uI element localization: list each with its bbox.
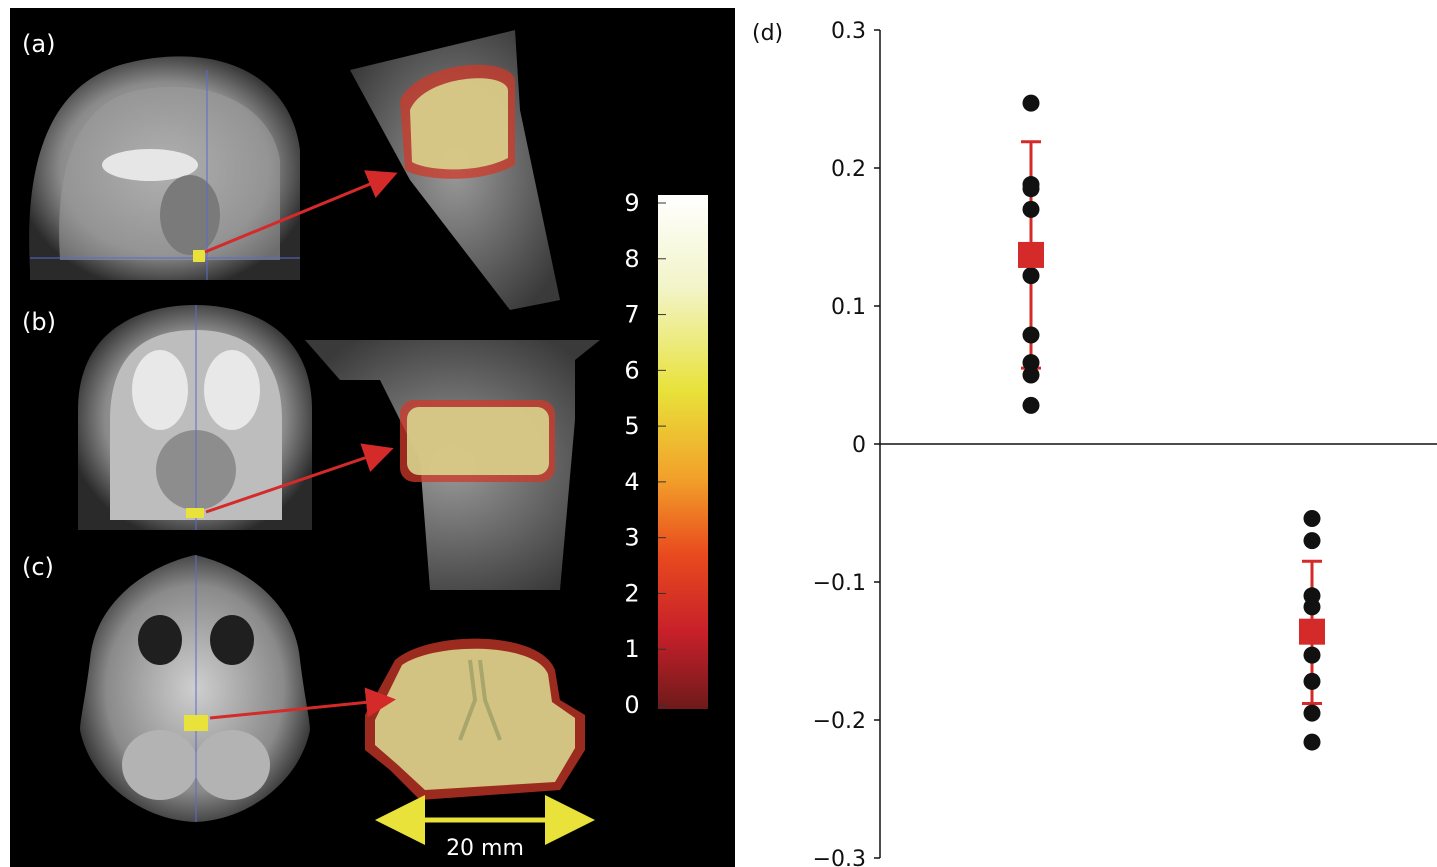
panel-c-axial-image	[80, 555, 310, 822]
y-tick-label: 0	[852, 433, 866, 458]
colorbar-tick-label: 0	[624, 691, 639, 719]
data-point	[1303, 532, 1321, 550]
data-point	[1022, 366, 1040, 384]
colorbar	[658, 195, 708, 709]
data-point	[1022, 354, 1040, 372]
data-point	[1022, 200, 1040, 218]
panel-label-a: (a)	[22, 30, 55, 58]
panel-a-zoom-image	[350, 30, 560, 310]
colorbar-tick-label: 1	[624, 635, 639, 663]
panel-c-zoom-image	[365, 638, 585, 800]
colorbar-tick-label: 5	[624, 412, 639, 440]
colorbar-ticks: 0 1 2 3 4 5 6 7 8 9	[624, 189, 666, 719]
mean-marker	[1299, 618, 1325, 645]
panel-b-coronal-image	[78, 305, 312, 530]
scale-bar-label: 20 mm	[446, 836, 524, 861]
data-point	[1303, 733, 1321, 751]
y-tick-label: 0.3	[831, 19, 866, 44]
panel-b-arrow	[205, 443, 394, 514]
data-point	[1303, 646, 1321, 664]
panel-label-c: (c)	[22, 553, 54, 581]
data-point	[1022, 180, 1040, 198]
colorbar-tick-label: 3	[624, 524, 639, 552]
y-tick-label: 0.1	[831, 295, 866, 320]
data-point	[1303, 672, 1321, 690]
panel-a-sagittal-image	[29, 56, 300, 280]
colorbar-tick-label: 2	[624, 579, 639, 607]
panel-c-arrow	[209, 687, 396, 720]
y-tick-label: 0.2	[831, 157, 866, 182]
panel-b-zoom-image	[305, 340, 600, 590]
colorbar-tick-label: 6	[624, 356, 639, 384]
data-point	[1303, 510, 1321, 528]
panel-label-b: (b)	[22, 308, 56, 336]
panel-label-d: (d)	[752, 21, 783, 46]
data-point	[1022, 396, 1040, 414]
data-point	[1022, 267, 1040, 285]
colorbar-tick-label: 7	[624, 301, 639, 329]
data-point	[1303, 704, 1321, 722]
colorbar-tick-label: 4	[624, 468, 639, 496]
colorbar-tick-label: 9	[624, 189, 639, 217]
colorbar-tick-label: 8	[624, 245, 639, 273]
data-point	[1303, 598, 1321, 616]
y-tick-label: −0.2	[813, 709, 866, 734]
mean-marker	[1018, 241, 1044, 268]
y-tick-label: −0.3	[813, 847, 866, 867]
y-tick-label: −0.1	[813, 571, 866, 596]
scatter-chart: 0.3 0.2 0.1 0 −0.1 −0.2 −0.3	[813, 19, 1437, 867]
data-point	[1022, 94, 1040, 112]
panel-a-arrow	[204, 170, 398, 254]
data-point	[1022, 326, 1040, 344]
